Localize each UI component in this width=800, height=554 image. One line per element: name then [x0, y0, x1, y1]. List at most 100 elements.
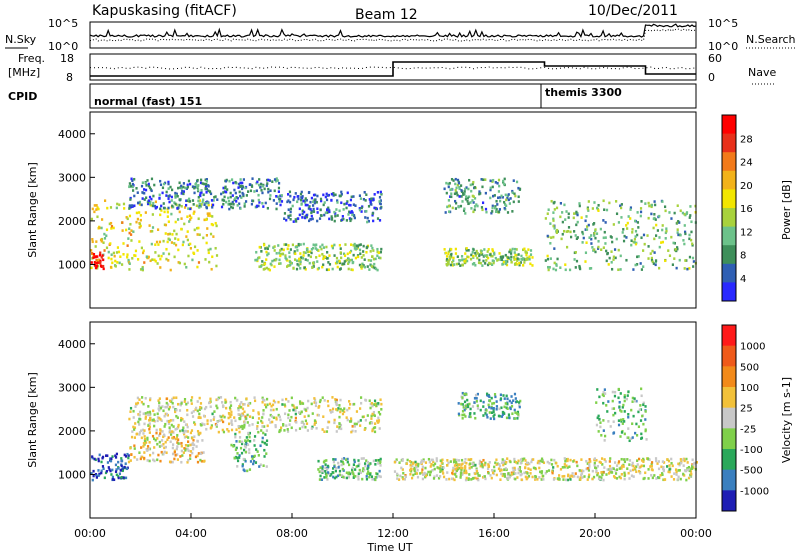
- heatmap-cell: [553, 200, 556, 204]
- heatmap-cell: [358, 248, 362, 252]
- heatmap-cell: [517, 414, 520, 418]
- heatmap-cell: [236, 465, 239, 468]
- heatmap-cell: [171, 397, 174, 401]
- heatmap-cell: [102, 241, 105, 244]
- heatmap-cell: [594, 250, 597, 254]
- heatmap-cell: [599, 421, 602, 424]
- heatmap-cell: [633, 397, 636, 400]
- heatmap-cell: [348, 258, 352, 262]
- heatmap-cell: [149, 230, 152, 233]
- heatmap-cell: [204, 187, 207, 190]
- heatmap-cell: [206, 419, 209, 422]
- heatmap-cell: [583, 475, 586, 478]
- heatmap-cell: [221, 198, 224, 202]
- heatmap-cell: [363, 258, 366, 261]
- heatmap-cell: [687, 476, 691, 480]
- heatmap-cell: [512, 399, 515, 403]
- heatmap-cell: [516, 476, 519, 479]
- heatmap-cell: [637, 410, 640, 414]
- heatmap-cell: [572, 216, 575, 220]
- heatmap-cell: [495, 199, 498, 203]
- heatmap-cell: [637, 425, 641, 429]
- heatmap-cell: [467, 187, 470, 191]
- heatmap-cell: [247, 404, 250, 407]
- heatmap-cell: [236, 459, 240, 463]
- heatmap-cell: [269, 408, 273, 412]
- heatmap-cell: [674, 468, 678, 471]
- heatmap-cell: [118, 472, 121, 476]
- heatmap-cell: [95, 474, 98, 478]
- heatmap-cell: [491, 185, 494, 189]
- heatmap-cell: [552, 219, 555, 222]
- heatmap-cell: [635, 465, 638, 468]
- heatmap-cell: [128, 207, 131, 210]
- heatmap-cell: [377, 410, 381, 414]
- heatmap-cell: [193, 423, 197, 426]
- heatmap-cell: [519, 470, 522, 473]
- heatmap-cell: [182, 451, 185, 454]
- heatmap-cell: [297, 411, 301, 414]
- heatmap-cell: [288, 423, 291, 426]
- heatmap-cell: [223, 190, 227, 193]
- heatmap-cell: [629, 208, 632, 211]
- heatmap-cell: [185, 203, 188, 207]
- heatmap-cell: [660, 241, 663, 244]
- heatmap-cell: [245, 194, 248, 197]
- heatmap-cell: [603, 458, 606, 461]
- heatmap-cell: [271, 180, 274, 183]
- heatmap-cell: [287, 193, 290, 196]
- heatmap-cell: [172, 425, 175, 428]
- heatmap-cell: [129, 196, 132, 200]
- heatmap-cell: [186, 183, 189, 187]
- heatmap-cell: [373, 206, 376, 210]
- heatmap-cell: [340, 201, 343, 205]
- heatmap-cell: [258, 465, 261, 468]
- heatmap-cell: [131, 185, 134, 189]
- heatmap-cell: [658, 245, 661, 249]
- heatmap-cell: [374, 402, 378, 406]
- heatmap-cell: [341, 409, 344, 412]
- heatmap-cell: [364, 199, 367, 202]
- heatmap-cell: [230, 202, 233, 206]
- heatmap-cell: [553, 458, 556, 462]
- heatmap-cell: [512, 179, 515, 182]
- heatmap-cell: [647, 216, 650, 220]
- heatmap-cell: [366, 220, 369, 224]
- heatmap-cell: [510, 472, 514, 476]
- heatmap-cell: [117, 466, 120, 470]
- heatmap-cell: [650, 205, 653, 209]
- heatmap-cell: [653, 237, 656, 241]
- heatmap-cell: [118, 261, 121, 265]
- heatmap-cell: [537, 459, 540, 463]
- heatmap-cell: [188, 220, 191, 223]
- heatmap-cell: [314, 247, 317, 250]
- heatmap-cell: [451, 471, 454, 475]
- heatmap-cell: [349, 420, 353, 423]
- heatmap-cell: [148, 425, 151, 429]
- x-tick-label: 00:00: [74, 527, 106, 540]
- heatmap-cell: [375, 404, 378, 407]
- heatmap-cell: [309, 200, 312, 204]
- heatmap-cell: [559, 215, 562, 219]
- heatmap-cell: [148, 410, 152, 414]
- heatmap-cell: [676, 246, 679, 249]
- heatmap-cell: [565, 210, 568, 213]
- heatmap-cell: [593, 234, 596, 237]
- heatmap-cell: [505, 204, 508, 208]
- heatmap-cell: [174, 220, 177, 224]
- heatmap-cell: [196, 460, 200, 464]
- heatmap-cell: [334, 469, 337, 473]
- heatmap-cell: [653, 251, 656, 254]
- y-tick-label: 1000: [58, 468, 86, 481]
- heatmap-cell: [294, 192, 297, 195]
- heatmap-cell: [369, 200, 372, 204]
- heatmap-cell: [333, 243, 336, 247]
- heatmap-cell: [511, 210, 514, 213]
- heatmap-cell: [498, 208, 502, 211]
- heatmap-cell: [351, 466, 354, 470]
- heatmap-cell: [236, 196, 239, 200]
- heatmap-cell: [514, 477, 517, 481]
- noise-right-tick-bottom: 10^0: [708, 40, 738, 53]
- heatmap-cell: [484, 191, 487, 195]
